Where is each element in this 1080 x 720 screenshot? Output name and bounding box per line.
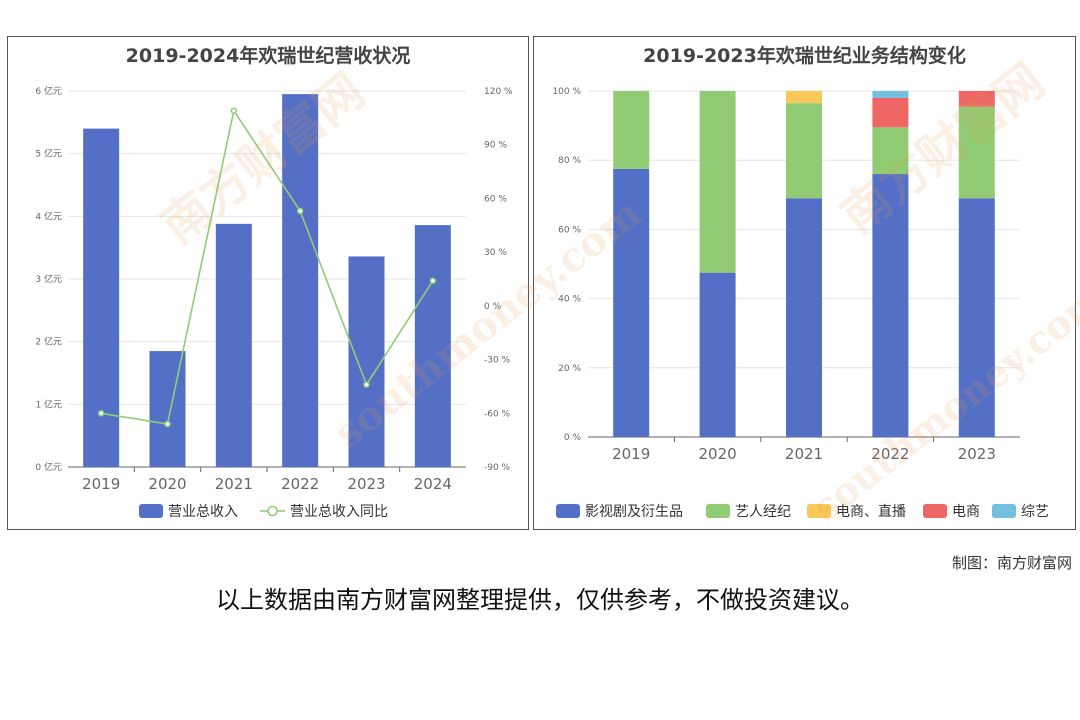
x-tick-label: 2020	[699, 445, 737, 463]
y-tick-label-left: 0 亿元	[35, 461, 62, 473]
yoy-point	[363, 381, 370, 388]
structure-bar-segment	[958, 106, 995, 199]
x-tick-label: 2019	[82, 475, 120, 493]
legend-label: 影视剧及衍生品	[585, 504, 683, 520]
x-tick-label: 2021	[785, 445, 823, 463]
legend-swatch	[706, 504, 730, 518]
structure-bar-segment	[872, 127, 909, 175]
revenue-chart-svg: 0 亿元 1 亿元 2 亿元 3 亿元 4 亿元 5 亿元 6 亿元 -90 % -60 % -3…	[35, 85, 513, 520]
structure-bar-segment	[786, 91, 822, 104]
legend-swatch	[556, 504, 580, 518]
chart-credit: 制图：南方财富网	[951, 554, 1072, 572]
structure-bar-segment	[786, 198, 822, 437]
legend-label: 电商	[952, 504, 980, 520]
y-tick-label-right: 30 %	[484, 248, 507, 258]
structure-chart-panel: 2019-2023年欢瑞世纪业务结构变化 0 % 20 % 40 % 60 % 80 %…	[533, 36, 1076, 530]
structure-chart-svg: 0 % 20 % 40 % 60 % 80 % 100 % 2019 2020 2021 2022…	[552, 87, 1049, 520]
revenue-bar	[149, 351, 186, 467]
y-tick-label-right: 0 %	[484, 302, 502, 312]
x-tick-label: 2023	[958, 445, 996, 463]
legend-swatch	[807, 504, 831, 518]
x-tick-label: 2020	[148, 475, 186, 493]
yoy-point	[97, 410, 105, 417]
structure-bar-segment	[872, 174, 909, 438]
structure-bar-segment	[613, 91, 650, 169]
y-tick-label-left: 2 亿元	[35, 336, 62, 348]
y-tick-label: 0 %	[564, 433, 582, 443]
yoy-point	[164, 420, 171, 428]
yoy-point	[429, 277, 437, 285]
legend-label: 营业总收入	[168, 504, 238, 520]
structure-bar-segment	[699, 272, 736, 437]
y-tick-label: 40 %	[558, 295, 581, 305]
x-tick-label: 2023	[347, 475, 385, 493]
legend-label: 综艺	[1021, 504, 1049, 520]
y-tick-label-left: 4 亿元	[35, 210, 62, 222]
legend-label: 电商、直播	[836, 503, 906, 520]
y-tick-label-left: 3 亿元	[35, 273, 62, 285]
structure-bar-segment	[958, 91, 995, 107]
y-tick-label-right: 60 %	[484, 194, 507, 204]
disclaimer-text: 以上数据由南方财富网整理提供，仅供参考，不做投资建议。	[216, 586, 864, 614]
x-tick-label: 2021	[215, 475, 253, 493]
y-tick-label-right: 90 %	[484, 141, 507, 151]
structure-bar-segment	[786, 103, 822, 199]
legend-swatch	[992, 504, 1016, 518]
legend-swatch	[923, 504, 947, 518]
legend-label: 艺人经纪	[735, 504, 791, 520]
structure-bar-segment	[958, 198, 995, 437]
y-tick-label: 20 %	[558, 364, 581, 374]
y-tick-label-right: -30 %	[484, 356, 511, 366]
y-tick-label-left: 1 亿元	[35, 398, 62, 410]
legend-label: 营业总收入同比	[290, 504, 388, 520]
structure-bar-segment	[872, 91, 909, 98]
structure-bar-segment	[699, 91, 736, 273]
revenue-bar	[348, 256, 385, 467]
y-tick-label-right: -60 %	[484, 409, 511, 419]
x-tick-label: 2022	[871, 445, 909, 463]
legend-swatch-revenue	[139, 504, 163, 518]
structure-chart-title: 2019-2023年欢瑞世纪业务结构变化	[643, 45, 966, 67]
legend-swatch-yoy-marker	[267, 505, 278, 517]
x-tick-label: 2019	[612, 445, 650, 463]
y-tick-label-left: 5 亿元	[35, 148, 62, 160]
structure-bar-segment	[613, 168, 650, 437]
y-tick-label-right: 120 %	[484, 87, 513, 97]
y-tick-label: 60 %	[558, 225, 581, 235]
x-tick-label: 2024	[414, 475, 452, 493]
y-tick-label: 80 %	[558, 156, 581, 166]
yoy-line	[101, 108, 434, 425]
yoy-point	[230, 107, 238, 114]
revenue-bar	[414, 225, 451, 467]
structure-bar-segment	[872, 97, 909, 128]
y-tick-label-left: 6 亿元	[35, 85, 62, 97]
y-tick-label: 100 %	[552, 87, 581, 97]
revenue-chart-title: 2019-2024年欢瑞世纪营收状况	[125, 45, 411, 67]
x-tick-label: 2022	[281, 475, 319, 493]
yoy-point	[296, 207, 304, 215]
revenue-bar	[215, 223, 252, 467]
revenue-chart-panel: 2019-2024年欢瑞世纪营收状况 0 亿元 1 亿元 2 亿元 3 亿元 4 亿元 5…	[7, 36, 529, 530]
revenue-bar	[282, 94, 319, 467]
y-tick-label-right: -90 %	[484, 463, 511, 473]
